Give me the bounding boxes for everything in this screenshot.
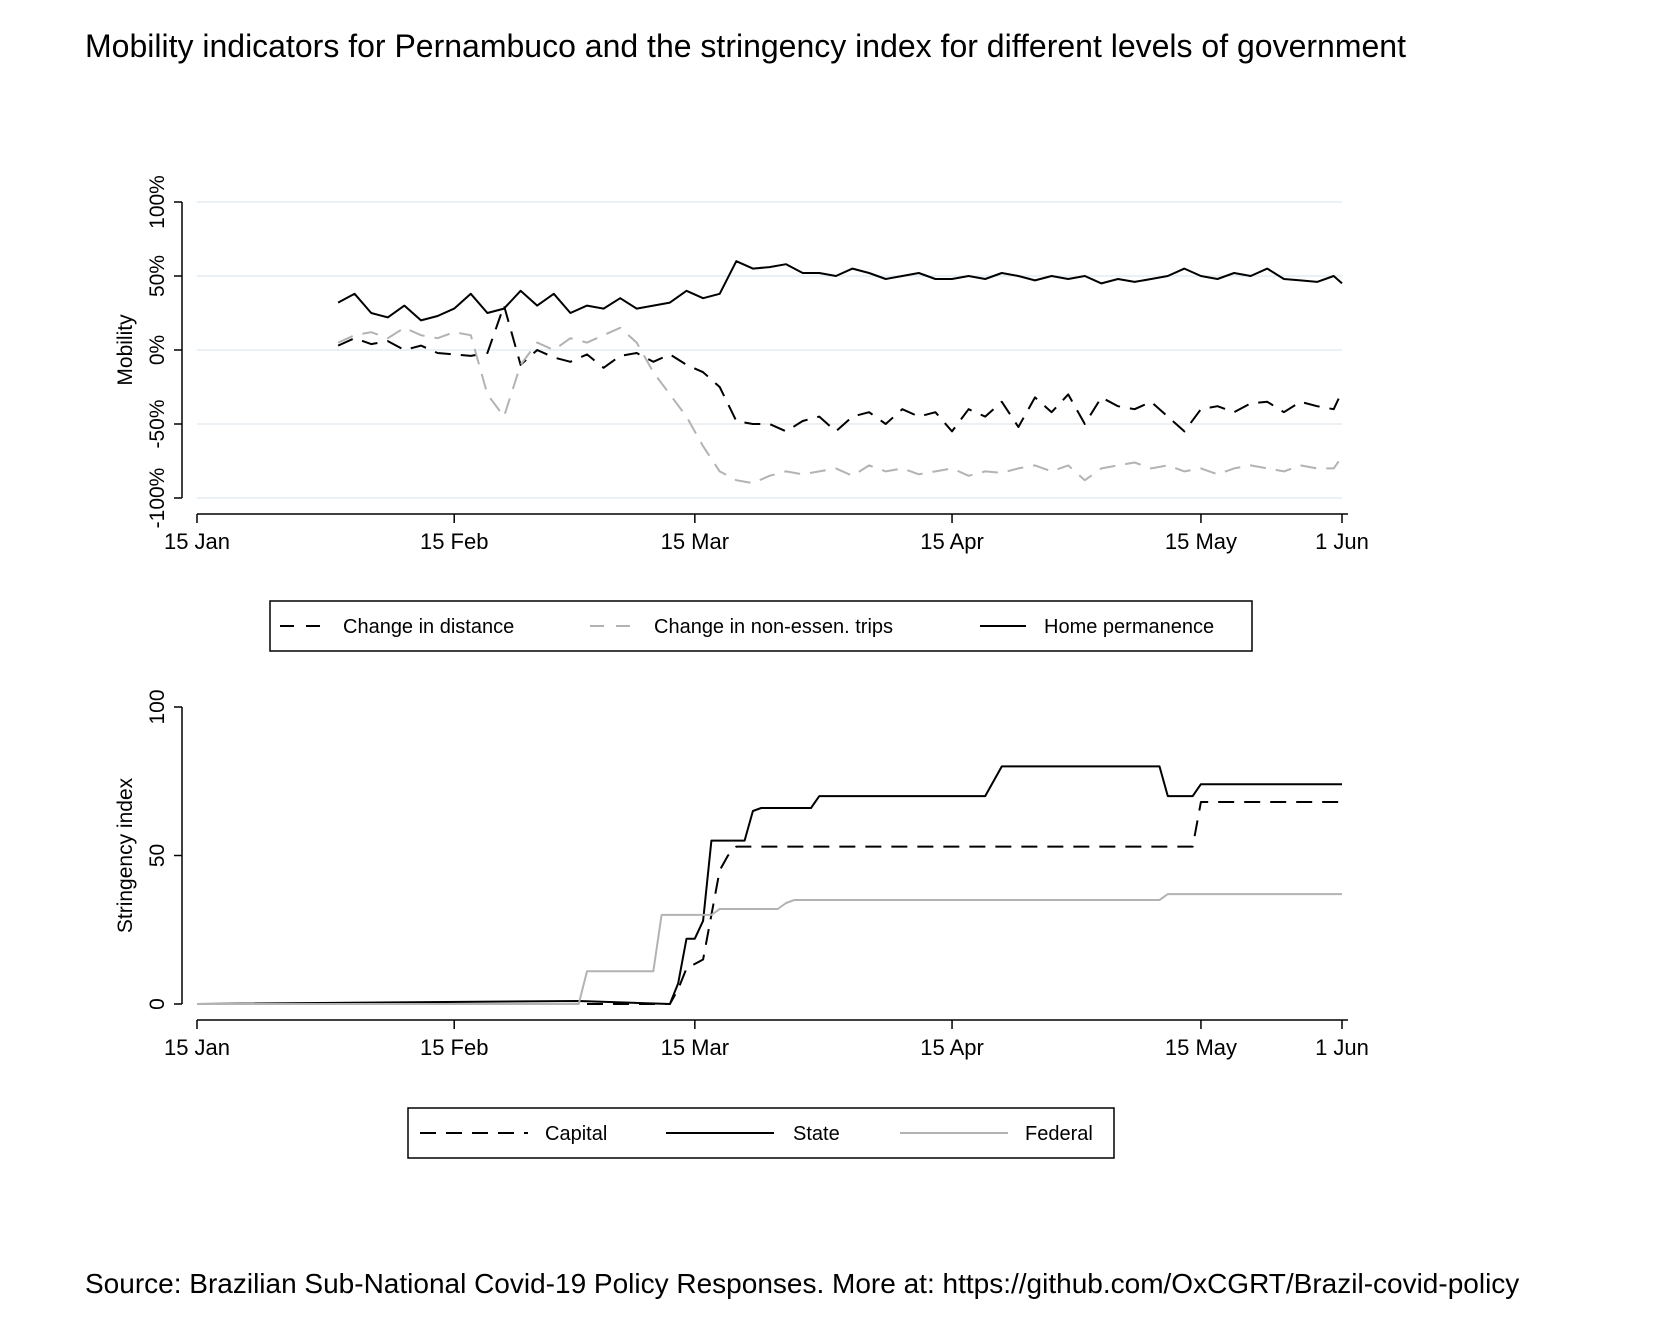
legend-box bbox=[269, 600, 1253, 652]
x-tick-label: 15 May bbox=[1165, 529, 1237, 554]
legend-label-change-in-non-essen-trips: Change in non-essen. trips bbox=[654, 616, 893, 638]
x-tick-label: 15 Feb bbox=[420, 1035, 489, 1060]
figure-title: Mobility indicators for Pernambuco and t… bbox=[85, 28, 1406, 64]
legend-label-federal: Federal bbox=[1025, 1123, 1093, 1145]
stringency-chart: 100 50 0 Stringency index 15 Jan 15 Feb 15 Mar… bbox=[114, 689, 1369, 1060]
y-tick-label: 50% bbox=[146, 255, 169, 297]
y-axis-label: Mobility bbox=[114, 314, 137, 386]
x-tick-label: 15 Feb bbox=[420, 529, 489, 554]
mobility-legend: Change in distance Change in non-essen. t… bbox=[269, 600, 1253, 652]
y-tick-label: 0% bbox=[146, 335, 169, 365]
source-note: Source: Brazilian Sub-National Covid-19 … bbox=[85, 1268, 1520, 1299]
series-line-change-in-distance bbox=[337, 304, 1343, 433]
series-line-state bbox=[196, 765, 1342, 1005]
legend-label-state: State bbox=[793, 1123, 840, 1145]
y-tick-label: 0 bbox=[146, 998, 169, 1010]
stringency-legend: Capital State Federal bbox=[407, 1107, 1115, 1159]
x-tick-label: 15 Apr bbox=[920, 1035, 984, 1060]
x-tick-label: 15 Jan bbox=[164, 1035, 230, 1060]
series-line-home-permanence bbox=[337, 260, 1343, 322]
legend-label-home-permanence: Home permanence bbox=[1044, 616, 1214, 638]
legend-label-change-in-distance: Change in distance bbox=[343, 616, 514, 638]
y-tick-label: -100% bbox=[146, 468, 169, 529]
x-tick-label: 1 Jun bbox=[1315, 1035, 1369, 1060]
x-tick-label: 15 Apr bbox=[920, 529, 984, 554]
series-line-change-in-non-essen-trips bbox=[337, 326, 1343, 485]
series-line-capital bbox=[197, 801, 1342, 1005]
y-tick-label: -50% bbox=[146, 399, 169, 448]
x-tick-label: 15 Mar bbox=[661, 529, 729, 554]
y-tick-label: 100% bbox=[146, 175, 169, 229]
x-tick-label: 15 Mar bbox=[661, 1035, 729, 1060]
x-tick-label: 1 Jun bbox=[1315, 529, 1369, 554]
y-tick-label: 50 bbox=[146, 844, 169, 867]
mobility-chart: 100% 50% 0% -50% -100% Mobility 15 Jan 15 Feb 15… bbox=[114, 175, 1369, 554]
y-axis-label: Stringency index bbox=[114, 777, 137, 933]
x-tick-label: 15 May bbox=[1165, 1035, 1237, 1060]
series-line-federal bbox=[197, 893, 1342, 1005]
legend-label-capital: Capital bbox=[545, 1123, 607, 1145]
x-tick-label: 15 Jan bbox=[164, 529, 230, 554]
y-tick-label: 100 bbox=[146, 689, 169, 724]
